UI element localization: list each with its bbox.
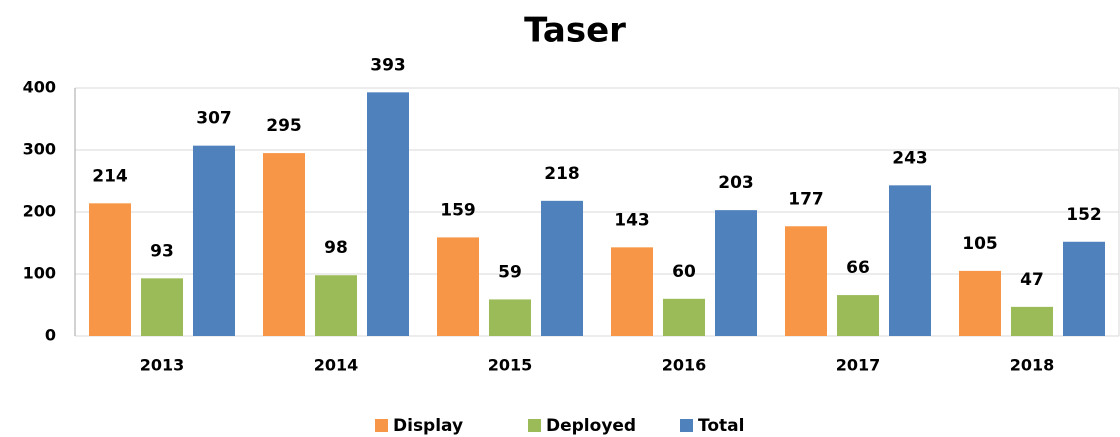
x-tick-label: 2016	[662, 356, 707, 375]
data-label: 93	[150, 241, 174, 261]
legend-swatch	[680, 419, 693, 432]
data-label: 159	[440, 200, 476, 220]
data-label: 307	[196, 109, 232, 129]
chart-title: Taser	[524, 11, 626, 51]
data-label: 393	[370, 55, 406, 75]
bar	[611, 247, 653, 336]
data-label: 105	[962, 234, 998, 254]
data-label: 203	[718, 173, 754, 193]
bar	[89, 203, 131, 336]
bar	[785, 226, 827, 336]
data-label: 47	[1020, 270, 1044, 290]
y-tick-label: 200	[23, 202, 56, 221]
bar	[437, 237, 479, 336]
bar	[489, 299, 531, 336]
data-label: 295	[266, 116, 302, 136]
bar	[263, 153, 305, 336]
data-label: 59	[498, 262, 522, 282]
bar	[1063, 241, 1105, 336]
data-label: 214	[92, 166, 128, 186]
bar	[715, 210, 757, 336]
legend-label: Total	[698, 416, 744, 436]
y-tick-label: 0	[45, 326, 56, 345]
legend-label: Display	[393, 416, 463, 436]
x-tick-label: 2017	[836, 356, 881, 375]
bar	[193, 145, 235, 336]
data-label: 177	[788, 189, 824, 209]
data-label: 60	[672, 262, 696, 282]
data-label: 143	[614, 210, 650, 230]
bar	[141, 278, 183, 336]
bar	[367, 92, 409, 336]
bar	[959, 270, 1001, 336]
x-tick-label: 2018	[1010, 356, 1055, 375]
data-label: 66	[846, 258, 870, 278]
data-label: 243	[892, 148, 928, 168]
bar	[315, 275, 357, 336]
x-tick-label: 2014	[314, 356, 359, 375]
y-tick-label: 400	[23, 78, 56, 97]
x-tick-label: 2013	[140, 356, 185, 375]
data-label: 152	[1066, 205, 1102, 225]
y-tick-label: 100	[23, 264, 56, 283]
data-label: 98	[324, 238, 348, 258]
data-label: 218	[544, 164, 580, 184]
bar	[1011, 306, 1053, 336]
bar	[837, 295, 879, 336]
y-tick-label: 300	[23, 140, 56, 159]
legend-swatch	[375, 419, 388, 432]
bar	[889, 185, 931, 336]
legend-swatch	[528, 419, 541, 432]
bar	[663, 298, 705, 336]
x-tick-label: 2015	[488, 356, 533, 375]
legend-label: Deployed	[546, 416, 636, 436]
bar	[541, 200, 583, 336]
